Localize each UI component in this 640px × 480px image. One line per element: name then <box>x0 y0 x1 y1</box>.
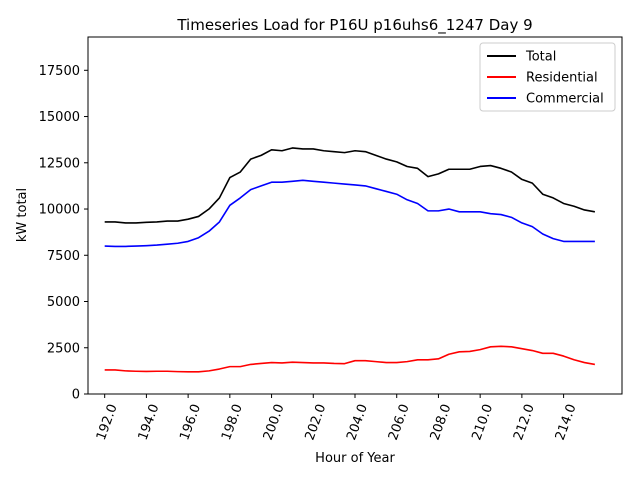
y-tick-label: 0 <box>72 388 80 403</box>
series-lines <box>104 147 596 373</box>
y-tick-label: 2500 <box>47 341 80 356</box>
legend-label-total: Total <box>525 50 556 65</box>
y-tick-label: 17500 <box>39 64 80 79</box>
series-line-total <box>104 147 596 224</box>
y-tick-label: 7500 <box>47 249 80 264</box>
legend: Total Residential Commercial <box>479 42 616 112</box>
y-axis-ticks: 0 2500 5000 7500 10000 12500 15000 17500 <box>39 64 88 403</box>
legend-box <box>479 42 616 112</box>
y-tick-label: 15000 <box>39 110 80 125</box>
legend-label-commercial: Commercial <box>526 92 604 107</box>
series-line-residential <box>104 345 596 373</box>
legend-label-residential: Residential <box>526 71 598 86</box>
y-tick-label: 12500 <box>39 156 80 171</box>
series-line-commercial <box>104 179 595 248</box>
x-axis-label: Hour of Year <box>315 451 395 466</box>
chart-title: Timeseries Load for P16U p16uhs6_1247 Da… <box>176 16 532 35</box>
y-axis-label: kW total <box>15 188 30 242</box>
y-tick-label: 5000 <box>47 295 80 310</box>
y-tick-label: 10000 <box>39 203 80 218</box>
